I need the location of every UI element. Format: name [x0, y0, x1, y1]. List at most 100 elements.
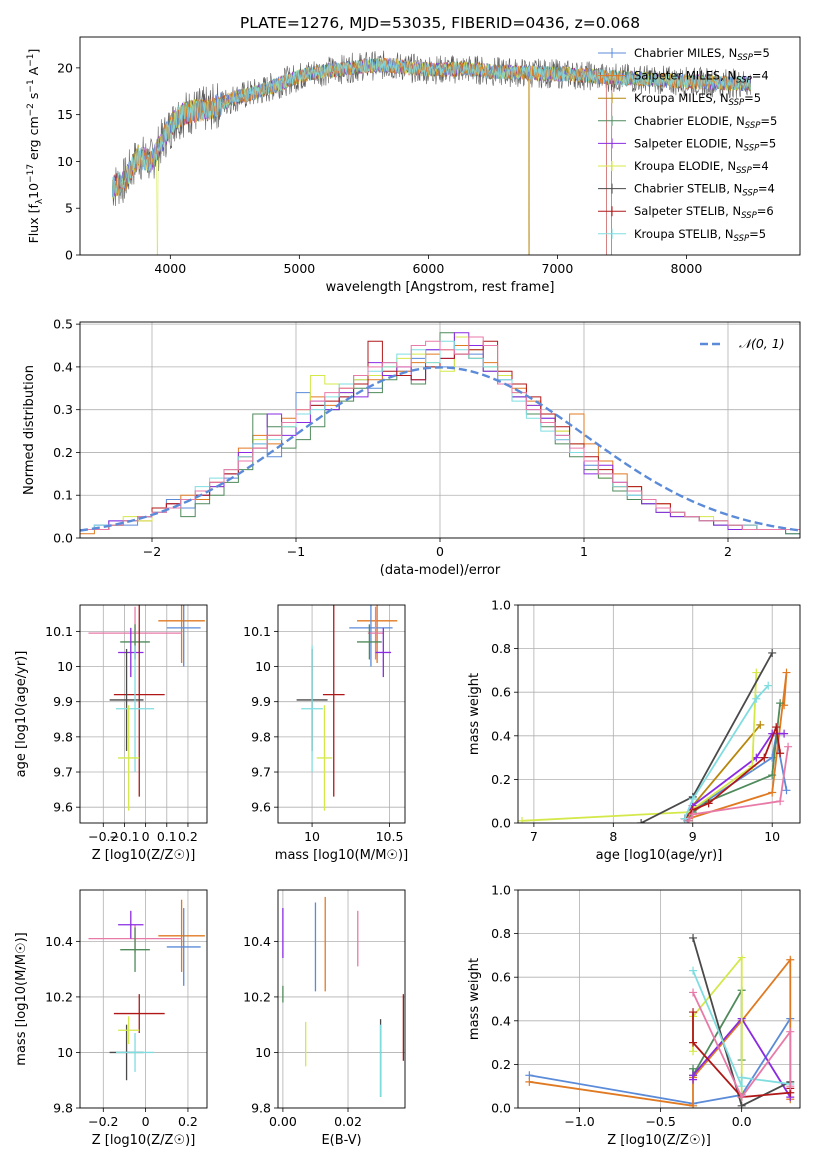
y-tick-label: 1.0 — [491, 883, 511, 898]
data-marker — [776, 797, 785, 806]
legend-label: Salpeter STELIB, NSSP=6 — [634, 204, 774, 221]
y-tick-label: 0 — [65, 248, 73, 263]
data-marker — [518, 816, 526, 823]
x-axis-label: Z [log10(Z/Z☉)] — [92, 1133, 196, 1148]
panel-age-vs-Z: −0.2−0.1 0 0.1 0.2 9.6 9.7 9.8 9.9 10 10.1 Z [log1… — [14, 604, 208, 863]
panel-mass-vs-ebv: 0.00 0.02 9.8 10 10.2 10.4 E(B-V) — [243, 889, 406, 1148]
y-tick-label: 0.2 — [53, 445, 73, 460]
x-tick-label: 8 — [609, 829, 617, 844]
plot-area — [112, 50, 751, 255]
axes-frame — [79, 36, 801, 256]
axes-frame — [79, 889, 208, 1109]
y-tick-label: 10.1 — [45, 624, 73, 639]
plot-area — [80, 322, 800, 538]
panel-residuals: −2 −1 0 1 2 0.0 0.1 0.2 0.3 0.4 0.5 (data-model)/er… — [22, 317, 801, 578]
y-tick-label: 0.0 — [491, 1101, 511, 1116]
y-tick-label: 9.6 — [53, 800, 73, 815]
x-tick-label: 0 — [436, 544, 444, 559]
plot-area — [278, 890, 405, 1108]
x-tick-label: 5000 — [283, 261, 315, 276]
x-tick-label: 0.1 — [157, 829, 177, 844]
y-tick-label: 9.8 — [53, 729, 73, 744]
x-tick-label: 0 — [142, 829, 150, 844]
legend-label: Salpeter MILES, NSSP=4 — [634, 69, 769, 86]
y-axis-label: Flux [fλ10−17 erg cm−2 s−1 A−1] — [26, 49, 45, 244]
y-tick-label: 0.4 — [53, 359, 73, 374]
x-tick-label: 1 — [580, 544, 588, 559]
x-axis-label: E(B-V) — [321, 1133, 361, 1148]
x-tick-label: −0.1 — [109, 829, 139, 844]
data-marker — [737, 953, 746, 962]
x-tick-label: 7 — [530, 829, 538, 844]
y-tick-label: 9.9 — [53, 694, 73, 709]
mass-weight-line — [529, 1018, 792, 1105]
mass-weight-line — [688, 746, 789, 822]
errorbar-point — [375, 627, 392, 678]
data-marker — [689, 933, 698, 942]
histogram-series — [80, 336, 800, 538]
x-tick-label: 0.2 — [178, 829, 198, 844]
gaussian-curve — [80, 366, 800, 532]
y-tick-label: 0.2 — [491, 1057, 511, 1072]
data-marker — [752, 694, 761, 703]
y-tick-label: 9.7 — [251, 765, 271, 780]
y-axis-label: mass weight — [467, 958, 482, 1040]
mass-weight-line — [692, 992, 792, 1099]
errorbar-point — [349, 605, 393, 667]
errorbar-point — [120, 927, 150, 972]
y-tick-label: 10 — [255, 659, 271, 674]
x-tick-label: 0.02 — [334, 1114, 362, 1129]
data-marker — [684, 816, 693, 823]
x-axis-label: wavelength [Angstrom, rest frame] — [326, 280, 555, 295]
y-tick-label: 0.4 — [491, 728, 511, 743]
axes-frame — [517, 889, 801, 1109]
x-tick-label: −0.2 — [88, 829, 118, 844]
errorbar-point — [166, 605, 201, 667]
plot-area — [80, 890, 207, 1108]
x-axis-label: Z [log10(Z/Z☉)] — [92, 848, 196, 863]
data-marker — [764, 681, 773, 690]
x-tick-label: 2 — [724, 544, 732, 559]
errorbar-point — [118, 705, 140, 811]
y-axis-label: mass weight — [467, 673, 482, 755]
mass-weight-line — [684, 723, 781, 820]
spectrum-line — [112, 57, 751, 199]
y-tick-label: 10 — [57, 154, 73, 169]
y-tick-label: 1.0 — [491, 598, 511, 613]
data-marker — [737, 1101, 746, 1108]
x-axis-label: (data-model)/error — [380, 563, 501, 578]
y-tick-label: 0.6 — [491, 970, 511, 985]
errorbar-point — [109, 648, 144, 751]
x-tick-label: 0.0 — [732, 1114, 752, 1129]
legend-label: Chabrier MILES, NSSP=5 — [634, 46, 770, 63]
errorbar-point — [356, 605, 398, 664]
legend-label: Chabrier ELODIE, NSSP=5 — [634, 114, 777, 131]
data-marker — [737, 1093, 746, 1102]
legend-label: Kroupa ELODIE, NSSP=4 — [634, 159, 769, 176]
legend-label: Kroupa MILES, NSSP=5 — [634, 91, 761, 108]
panel-spectrum: 4000 5000 6000 7000 8000 0 5 10 15 20 wavelength [… — [26, 36, 801, 295]
y-tick-label: 0.6 — [491, 685, 511, 700]
y-tick-label: 10.2 — [45, 989, 73, 1004]
data-marker — [689, 966, 698, 975]
legend-label: Chabrier STELIB, NSSP=4 — [634, 182, 775, 199]
y-tick-label: 9.8 — [251, 729, 271, 744]
mass-weight-line — [640, 652, 773, 823]
panel-mass-weight-vs-Z: −1.0 −0.5 0.0 0.0 0.2 0.4 0.6 0.8 1.0 Z [log10(Z/… — [467, 883, 801, 1148]
axes-frame — [517, 604, 801, 824]
y-tick-label: 0.5 — [53, 317, 73, 332]
y-tick-label: 9.7 — [53, 765, 73, 780]
y-tick-label: 10.1 — [243, 624, 271, 639]
data-marker — [786, 1027, 795, 1036]
data-marker — [704, 799, 713, 808]
data-marker — [689, 1047, 698, 1056]
x-axis-label: mass [log10(M/M☉)] — [275, 848, 408, 863]
data-marker — [689, 1008, 698, 1017]
x-tick-label: −2 — [143, 544, 161, 559]
y-tick-label: 10.4 — [243, 934, 271, 949]
y-tick-label: 10 — [255, 1045, 271, 1060]
errorbar-point — [166, 908, 201, 986]
x-tick-label: 10 — [764, 829, 780, 844]
data-marker — [772, 723, 781, 732]
